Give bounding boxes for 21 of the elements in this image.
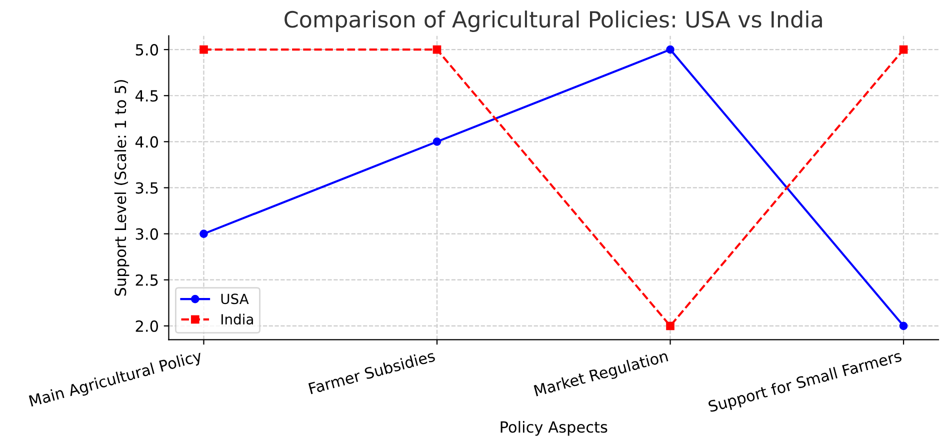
point — [666, 322, 674, 330]
point — [200, 45, 208, 54]
legend-label: India — [221, 314, 253, 325]
legend-label: USA — [221, 294, 249, 304]
y-tick-label: 4.5 — [135, 90, 158, 102]
point — [666, 45, 674, 54]
point — [200, 230, 208, 238]
y-tick-label: 4.0 — [135, 136, 158, 148]
point — [432, 45, 442, 54]
chart-title: Comparison of Agricultural Policies: USA vs India — [284, 10, 822, 32]
y-tick-label: 3.0 — [136, 228, 158, 240]
y-tick-label: 5.0 — [136, 44, 158, 56]
y-axis-title: Support Level (Scale: 1 to 5) — [114, 80, 130, 296]
y-tick-label: 2.0 — [136, 320, 158, 332]
point — [432, 138, 442, 146]
y-tick-label: 2.5 — [136, 274, 158, 286]
x-tick-label: Support for Small Farmers — [708, 350, 903, 416]
point — [899, 322, 908, 330]
point — [899, 45, 908, 54]
y-tick-label: 3.5 — [136, 182, 158, 194]
x-axis-title: Policy Aspects — [500, 420, 608, 436]
